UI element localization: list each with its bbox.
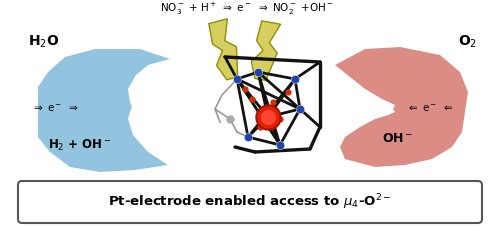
Text: H$_2$ + OH$^-$: H$_2$ + OH$^-$ <box>48 138 112 153</box>
Text: O$_2$: O$_2$ <box>458 34 477 50</box>
FancyBboxPatch shape <box>18 181 482 223</box>
Text: OH$^-$: OH$^-$ <box>382 133 414 146</box>
PathPatch shape <box>209 19 238 80</box>
PathPatch shape <box>252 21 280 80</box>
Text: H$_2$O: H$_2$O <box>28 34 60 50</box>
PathPatch shape <box>38 49 170 172</box>
Text: $\Rightarrow$ e$^-$ $\Rightarrow$: $\Rightarrow$ e$^-$ $\Rightarrow$ <box>32 104 78 114</box>
Text: Pt-electrode enabled access to $\mu_4$-O$^{2-}$: Pt-electrode enabled access to $\mu_4$-O… <box>108 192 392 212</box>
Text: $\Leftarrow$ e$^-$ $\Leftarrow$: $\Leftarrow$ e$^-$ $\Leftarrow$ <box>406 104 454 114</box>
PathPatch shape <box>335 47 468 167</box>
Text: NO$_3^-$ + H$^+$ $\Rightarrow$ e$^-$ $\Rightarrow$ NO$_2^-$ +OH$^-$: NO$_3^-$ + H$^+$ $\Rightarrow$ e$^-$ $\R… <box>160 1 334 17</box>
